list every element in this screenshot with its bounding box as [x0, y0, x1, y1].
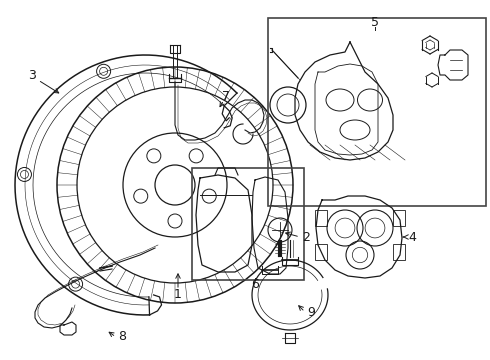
- Text: 3: 3: [28, 68, 36, 81]
- Bar: [315, 210, 327, 226]
- Text: 6: 6: [251, 279, 259, 292]
- Bar: [393, 244, 405, 260]
- Text: 9: 9: [307, 306, 315, 319]
- Text: 8: 8: [118, 330, 126, 343]
- Text: 7: 7: [222, 90, 230, 103]
- Text: 4: 4: [408, 230, 416, 243]
- Bar: [192, 168, 304, 280]
- Text: 5: 5: [371, 15, 379, 28]
- Bar: [315, 244, 327, 260]
- Text: 2: 2: [302, 230, 310, 243]
- Text: 1: 1: [174, 288, 182, 301]
- Bar: [268, 18, 486, 206]
- Bar: [393, 210, 405, 226]
